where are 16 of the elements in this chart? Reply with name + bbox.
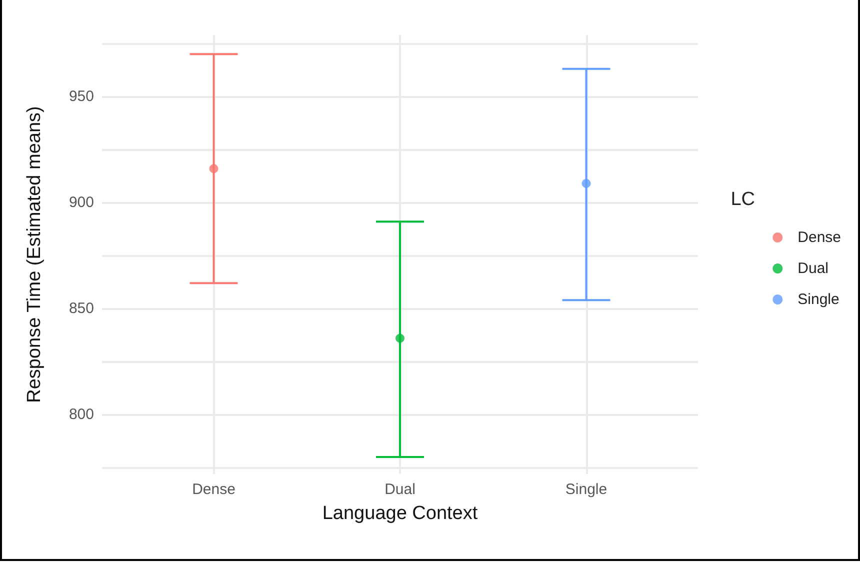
legend-label: Dual (798, 260, 828, 277)
legend-label: Dense (798, 229, 841, 246)
x-tick-label: Dual (384, 481, 416, 498)
y-tick-label: 900 (68, 194, 94, 212)
x-tick-label: Dense (192, 481, 236, 498)
y-axis-title: Response Time (Estimated means) (24, 106, 45, 403)
y-tick-label: 850 (68, 300, 94, 318)
y-tick-label: 800 (68, 406, 94, 424)
point (396, 334, 404, 343)
x-tick-label: Single (565, 481, 608, 498)
legend-label: Single (798, 291, 840, 308)
point (209, 164, 218, 174)
y-tick-label: 950 (68, 88, 94, 105)
point (582, 178, 591, 188)
legend-title: LC (730, 189, 756, 210)
x-axis-title: Language Context (322, 503, 478, 524)
